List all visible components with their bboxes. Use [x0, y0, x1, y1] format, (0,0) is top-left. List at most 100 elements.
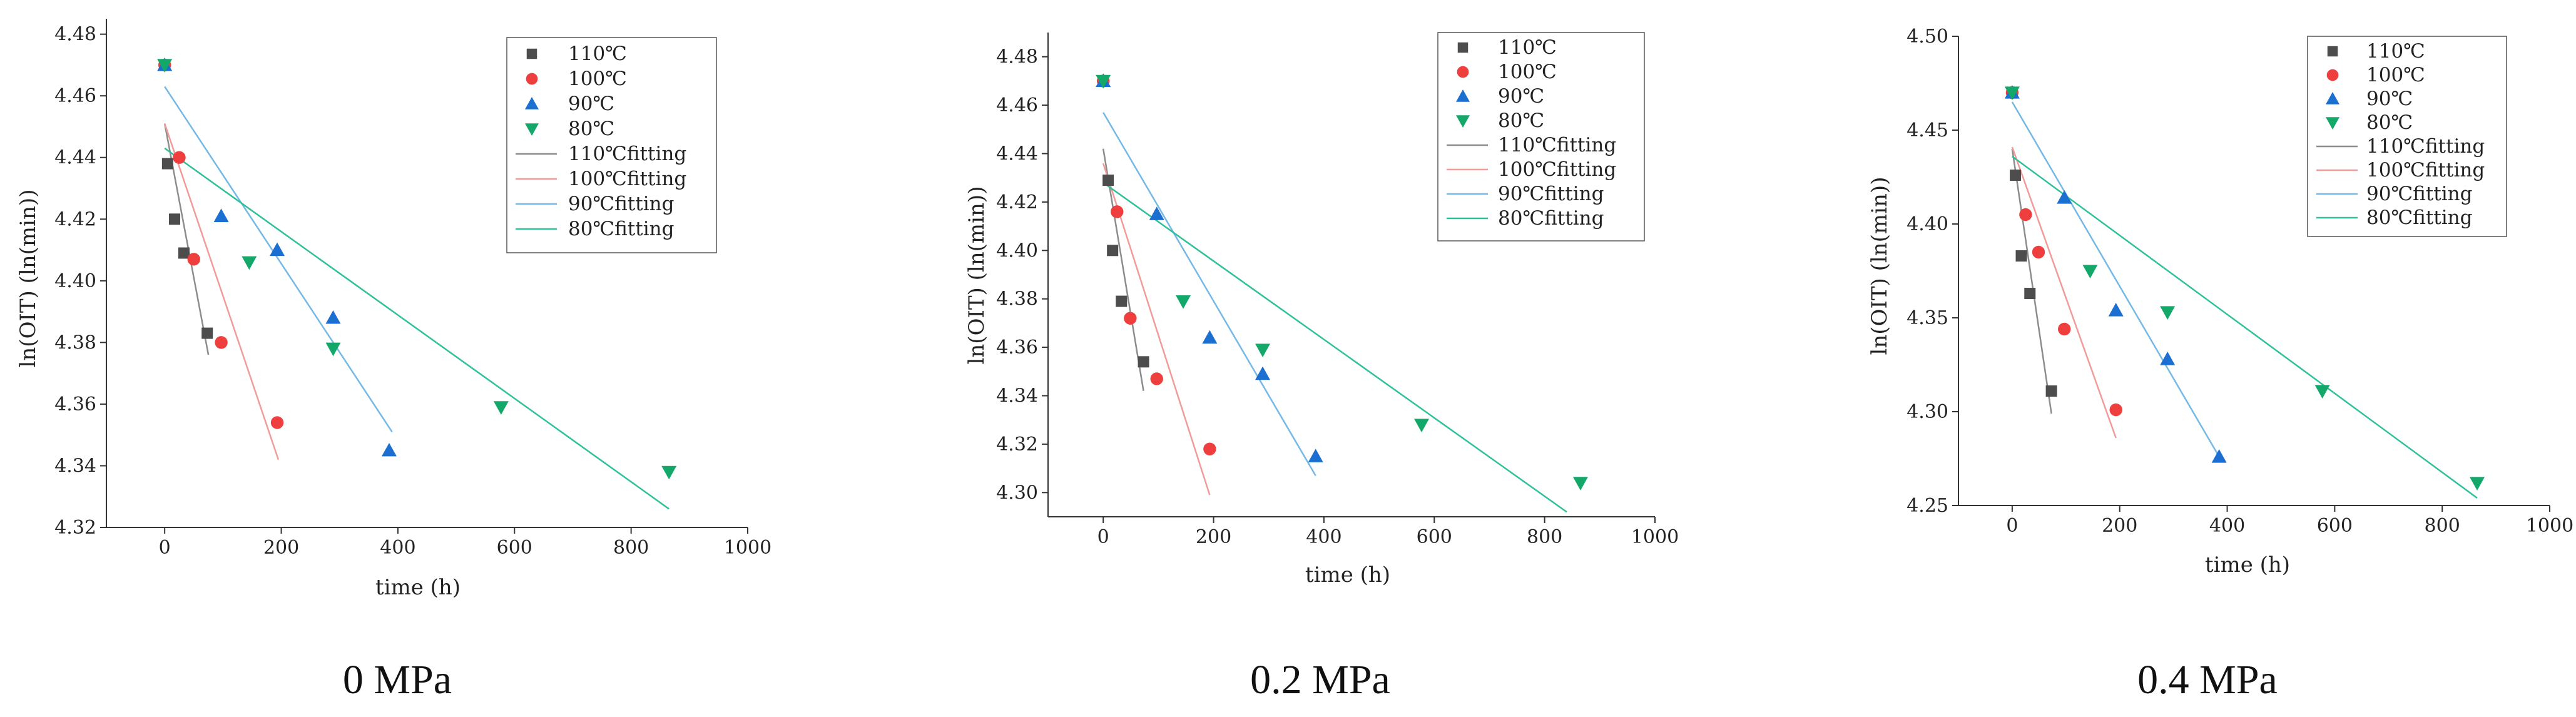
y-tick-label: 4.32: [54, 517, 96, 539]
y-tick-label: 4.45: [1907, 120, 1948, 141]
data-point: [173, 151, 186, 164]
data-point: [661, 465, 677, 480]
data-point: [2024, 288, 2036, 299]
x-tick-label: 0: [2006, 515, 2018, 537]
legend-marker: [1456, 115, 1470, 128]
y-axis-label: ln(OIT) (ln(min)): [16, 190, 41, 368]
data-point: [1413, 419, 1429, 432]
x-tick-label: 1000: [1631, 526, 1679, 548]
x-tick-label: 0: [159, 537, 171, 559]
data-point: [381, 442, 397, 457]
legend-marker: [2326, 92, 2339, 104]
data-point: [2010, 170, 2022, 181]
x-tick-label: 800: [2425, 515, 2460, 537]
panel-0-mpa: 0 MPa time (h) ln(OIT) (ln(min)) 110℃ 10…: [16, 19, 771, 703]
data-point: [2160, 352, 2176, 365]
y-tick-label: 4.38: [54, 332, 96, 353]
legend-frame: [506, 37, 717, 253]
data-point: [2160, 306, 2176, 320]
fit-line: [2012, 155, 2478, 499]
legend-label: 110℃fitting: [568, 143, 686, 165]
y-axis-label: ln(OIT) (ln(min)): [964, 186, 989, 365]
data-point: [1138, 356, 1149, 368]
data-point: [2058, 322, 2071, 336]
legend-marker: [525, 123, 539, 136]
data-point: [1150, 372, 1163, 385]
y-tick-label: 4.44: [996, 143, 1038, 165]
y-tick-label: 4.48: [996, 46, 1038, 68]
legend-label: 110℃fitting: [2366, 135, 2485, 158]
y-tick-label: 4.32: [996, 434, 1038, 455]
x-tick-label: 600: [2317, 515, 2353, 537]
x-tick-label: 600: [1417, 526, 1452, 548]
data-point: [1149, 206, 1164, 220]
y-tick-label: 4.42: [996, 191, 1038, 213]
panel-0-2-mpa: 0.2 MPa time (h) ln(OIT) (ln(min)) 110℃ …: [964, 32, 1679, 703]
panel-caption: 0.4 MPa: [2137, 657, 2278, 703]
fit-line: [2011, 148, 2052, 414]
y-tick-label: 4.25: [1907, 495, 1948, 517]
legend-marker: [526, 48, 537, 59]
y-tick-label: 4.36: [996, 337, 1038, 358]
y-tick-label: 4.46: [996, 94, 1038, 116]
legend-label: 100℃: [568, 68, 627, 90]
data-point: [2015, 250, 2027, 262]
data-points: [157, 57, 677, 480]
data-point: [157, 59, 173, 73]
y-tick-label: 4.40: [996, 240, 1038, 262]
data-point: [1203, 442, 1216, 455]
axes: 0 200 400 600 800 1000 4.32 4.34 4.36 4.38 4.40 4.4…: [54, 19, 771, 559]
data-point: [1124, 312, 1137, 325]
legend-label: 90℃fitting: [568, 193, 674, 215]
x-tick-label: 200: [2102, 515, 2137, 537]
data-point: [2314, 385, 2330, 399]
legend-label: 100℃fitting: [1498, 158, 1616, 181]
data-point: [325, 342, 341, 357]
x-tick-label: 600: [497, 537, 532, 559]
data-point: [1176, 295, 1191, 309]
fit-line: [1102, 112, 1316, 476]
legend-label: 90℃: [2366, 88, 2413, 110]
fit-line: [2011, 101, 2220, 457]
legend-label: 100℃fitting: [2366, 159, 2485, 181]
fit-line: [1102, 148, 1144, 391]
x-axis-label: time (h): [2205, 552, 2290, 577]
y-tick-label: 4.35: [1907, 307, 1948, 329]
x-axis-label: time (h): [1305, 562, 1390, 587]
x-tick-label: 400: [1306, 526, 1341, 548]
legend-frame: [2307, 36, 2507, 237]
legend-marker: [1457, 42, 1469, 53]
fit-line: [1102, 163, 1211, 496]
data-point: [1107, 245, 1119, 257]
fit-line: [2011, 146, 2117, 439]
data-point: [161, 158, 173, 170]
data-point: [1202, 330, 1218, 344]
legend-label: 110℃fitting: [1498, 134, 1616, 156]
legend-marker: [1456, 89, 1470, 102]
legend: 110℃ 100℃ 90℃ 80℃ 110℃fitting 100℃fittin…: [1437, 32, 1645, 242]
legend-label: 90℃fitting: [1498, 183, 1604, 205]
data-point: [2082, 265, 2098, 278]
data-point: [325, 310, 341, 324]
legend-marker: [525, 97, 539, 109]
x-tick-label: 1000: [2526, 515, 2573, 537]
x-tick-label: 0: [1097, 526, 1109, 548]
data-point: [213, 208, 229, 222]
y-tick-label: 4.40: [1907, 213, 1948, 235]
y-tick-label: 4.40: [54, 270, 96, 292]
legend-label: 80℃: [2366, 111, 2413, 134]
axes: 0 200 400 600 800 1000 4.25 4.30 4.35 4.40 4.45 4.5…: [1907, 26, 2573, 537]
fit-line: [164, 86, 393, 432]
legend-label: 80℃fitting: [568, 218, 674, 240]
data-point: [1111, 205, 1124, 218]
fit-lines: [2011, 101, 2478, 499]
y-tick-label: 4.44: [54, 147, 96, 169]
y-tick-label: 4.48: [54, 24, 96, 46]
y-tick-label: 4.46: [54, 85, 96, 107]
legend: 110℃ 100℃ 90℃ 80℃ 110℃fitting 100℃fittin…: [2307, 36, 2507, 237]
data-points: [1096, 73, 1588, 491]
data-point: [187, 253, 200, 266]
data-point: [2019, 208, 2032, 221]
legend-label: 80℃fitting: [1498, 207, 1604, 230]
